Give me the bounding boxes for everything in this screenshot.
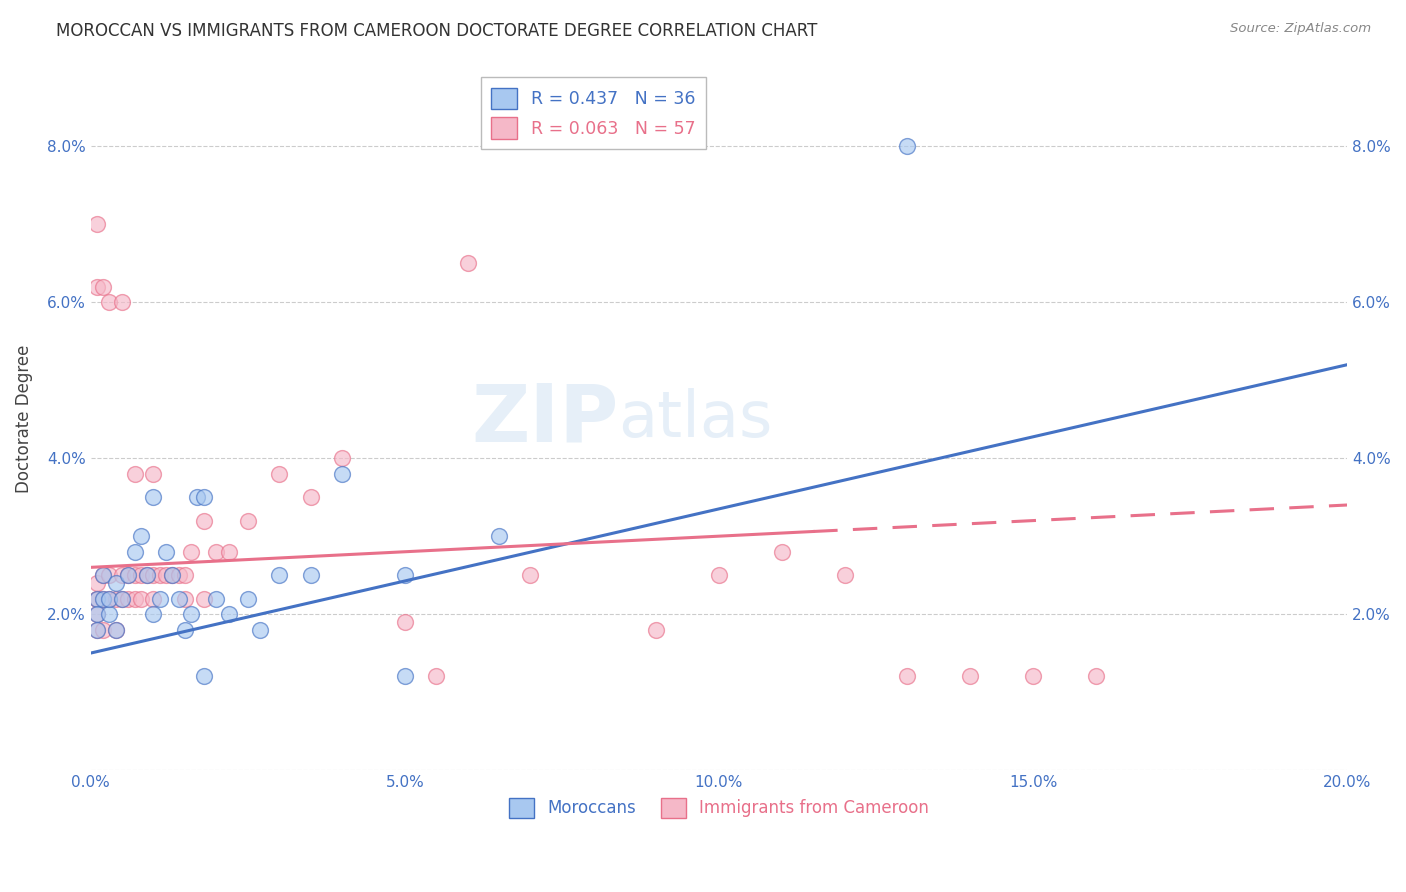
Point xyxy=(236,514,259,528)
Point xyxy=(167,568,190,582)
Point xyxy=(425,669,447,683)
Point xyxy=(218,545,240,559)
Point xyxy=(91,591,114,606)
Point xyxy=(193,490,215,504)
Point xyxy=(86,591,108,606)
Point xyxy=(173,568,195,582)
Point xyxy=(111,295,134,310)
Point xyxy=(111,568,134,582)
Point xyxy=(86,623,108,637)
Point xyxy=(162,568,184,582)
Point xyxy=(86,218,108,232)
Point xyxy=(117,591,139,606)
Point xyxy=(162,568,184,582)
Point xyxy=(173,623,195,637)
Point xyxy=(111,591,134,606)
Point xyxy=(117,568,139,582)
Point xyxy=(330,451,353,466)
Point xyxy=(1084,669,1107,683)
Point xyxy=(91,568,114,582)
Point xyxy=(149,591,172,606)
Point xyxy=(896,669,918,683)
Point xyxy=(104,576,127,591)
Point xyxy=(959,669,981,683)
Point xyxy=(124,467,146,481)
Point xyxy=(269,467,291,481)
Point xyxy=(129,529,152,543)
Point xyxy=(86,576,108,591)
Point xyxy=(457,256,479,270)
Point xyxy=(205,591,228,606)
Point xyxy=(193,669,215,683)
Point xyxy=(91,591,114,606)
Point xyxy=(86,623,108,637)
Text: ZIP: ZIP xyxy=(471,380,619,458)
Point xyxy=(98,568,121,582)
Point xyxy=(834,568,856,582)
Point xyxy=(98,607,121,621)
Point xyxy=(218,607,240,621)
Point xyxy=(186,490,208,504)
Point xyxy=(91,279,114,293)
Point xyxy=(124,591,146,606)
Point xyxy=(167,591,190,606)
Point xyxy=(142,591,165,606)
Point xyxy=(770,545,793,559)
Point xyxy=(117,568,139,582)
Point xyxy=(205,545,228,559)
Point xyxy=(142,467,165,481)
Point xyxy=(104,591,127,606)
Point xyxy=(91,623,114,637)
Point xyxy=(299,568,322,582)
Point xyxy=(91,568,114,582)
Point xyxy=(330,467,353,481)
Point xyxy=(98,591,121,606)
Point xyxy=(104,623,127,637)
Point xyxy=(488,529,510,543)
Point xyxy=(394,615,416,629)
Legend: Moroccans, Immigrants from Cameroon: Moroccans, Immigrants from Cameroon xyxy=(502,791,936,825)
Text: MOROCCAN VS IMMIGRANTS FROM CAMEROON DOCTORATE DEGREE CORRELATION CHART: MOROCCAN VS IMMIGRANTS FROM CAMEROON DOC… xyxy=(56,22,818,40)
Point xyxy=(129,568,152,582)
Point xyxy=(142,568,165,582)
Point xyxy=(124,568,146,582)
Point xyxy=(155,545,177,559)
Point xyxy=(86,607,108,621)
Point xyxy=(124,545,146,559)
Point xyxy=(129,591,152,606)
Point xyxy=(896,139,918,153)
Point xyxy=(394,669,416,683)
Point xyxy=(645,623,668,637)
Point xyxy=(104,623,127,637)
Point xyxy=(269,568,291,582)
Point xyxy=(519,568,541,582)
Point xyxy=(1022,669,1045,683)
Point xyxy=(173,591,195,606)
Y-axis label: Doctorate Degree: Doctorate Degree xyxy=(15,345,32,493)
Point xyxy=(86,591,108,606)
Point xyxy=(136,568,159,582)
Point xyxy=(707,568,730,582)
Point xyxy=(86,607,108,621)
Point xyxy=(193,514,215,528)
Point xyxy=(180,545,202,559)
Point xyxy=(86,279,108,293)
Point xyxy=(142,490,165,504)
Point xyxy=(136,568,159,582)
Point xyxy=(299,490,322,504)
Point xyxy=(142,607,165,621)
Point xyxy=(180,607,202,621)
Point xyxy=(98,591,121,606)
Point xyxy=(155,568,177,582)
Point xyxy=(98,295,121,310)
Point xyxy=(394,568,416,582)
Text: Source: ZipAtlas.com: Source: ZipAtlas.com xyxy=(1230,22,1371,36)
Point xyxy=(149,568,172,582)
Point xyxy=(111,591,134,606)
Text: atlas: atlas xyxy=(619,388,773,450)
Point xyxy=(86,591,108,606)
Point xyxy=(249,623,271,637)
Point xyxy=(236,591,259,606)
Point xyxy=(193,591,215,606)
